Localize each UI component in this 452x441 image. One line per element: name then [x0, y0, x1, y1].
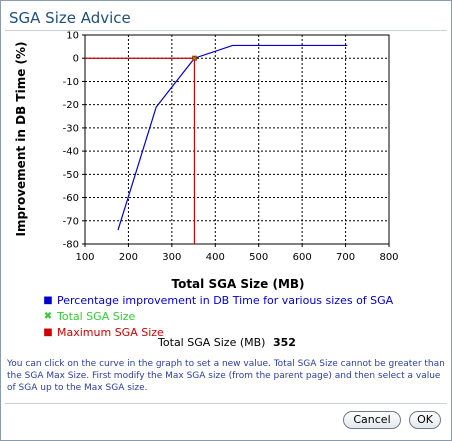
- total-sga-size-marker: [191, 55, 197, 61]
- legend-label-improvement: Percentage improvement in DB Time for va…: [57, 294, 394, 307]
- y-tick-label: -50: [63, 170, 79, 181]
- y-tick-label: -20: [63, 100, 79, 111]
- x-axis-ticks: 100 200 300 400 500 600 700 800: [75, 244, 399, 263]
- y-axis-ticks: 10 0 -10 -20 -30 -40 -50 -60 -70 -80: [63, 31, 85, 251]
- x-tick-label: 200: [119, 252, 138, 263]
- legend-label-maximum-sga-size: Maximum SGA Size: [57, 326, 164, 339]
- y-tick-label: -80: [63, 240, 79, 251]
- y-tick-label: -30: [63, 123, 79, 134]
- improvement-series-line[interactable]: [117, 44, 348, 231]
- x-axis-label: Total SGA Size (MB): [171, 277, 304, 291]
- chart-axes: [84, 34, 390, 245]
- help-text: You can click on the curve in the graph …: [7, 359, 445, 393]
- y-axis-label: Improvement in DB Time (%): [14, 41, 28, 236]
- legend-marker-improvement: ■: [43, 295, 53, 306]
- total-sga-size-label: Total SGA Size (MB): [158, 336, 266, 349]
- x-tick-label: 700: [336, 252, 355, 263]
- maximum-sga-size-lines: [85, 57, 196, 244]
- y-tick-label: 0: [73, 54, 79, 65]
- legend-item-total-sga-size: ✖ Total SGA Size: [43, 309, 393, 325]
- ok-button[interactable]: OK: [409, 411, 441, 429]
- x-tick-label: 800: [379, 252, 398, 263]
- chart-legend: ■ Percentage improvement in DB Time for …: [43, 293, 393, 341]
- dialog-title: SGA Size Advice: [9, 9, 131, 27]
- total-sga-size-cross: [192, 55, 197, 61]
- y-tick-label: -40: [63, 147, 79, 158]
- plot-area: [85, 35, 389, 244]
- y-tick-label: -70: [63, 216, 79, 227]
- x-tick-label: 100: [75, 252, 94, 263]
- plot-border: [84, 34, 390, 245]
- y-tick-label: -10: [63, 77, 79, 88]
- legend-item-maximum-sga-size: ■ Maximum SGA Size: [43, 325, 393, 341]
- legend-marker-total-sga-size: ✖: [43, 311, 53, 322]
- total-sga-size-value: 352: [272, 336, 296, 349]
- cancel-button[interactable]: Cancel: [343, 411, 401, 429]
- x-tick-label: 300: [162, 252, 181, 263]
- chart-grid: [85, 35, 389, 244]
- y-tick-label: -60: [63, 193, 79, 204]
- footer-divider: [5, 403, 447, 404]
- legend-marker-maximum-sga-size: ■: [43, 327, 53, 338]
- sga-advice-chart[interactable]: 100 200 300 400 500 600 700 800 100-10-20-30-40…: [1, 1, 452, 292]
- improvement-curve[interactable]: [117, 44, 348, 231]
- legend-item-improvement: ■ Percentage improvement in DB Time for …: [43, 293, 393, 309]
- title-divider: [5, 30, 447, 31]
- x-tick-label: 400: [206, 252, 225, 263]
- x-tick-label: 600: [293, 252, 312, 263]
- x-tick-label: 500: [249, 252, 268, 263]
- total-sga-size-readout: Total SGA Size (MB) 352: [1, 336, 452, 349]
- y-tick-label: 10: [66, 31, 79, 42]
- legend-label-total-sga-size: Total SGA Size: [57, 310, 136, 323]
